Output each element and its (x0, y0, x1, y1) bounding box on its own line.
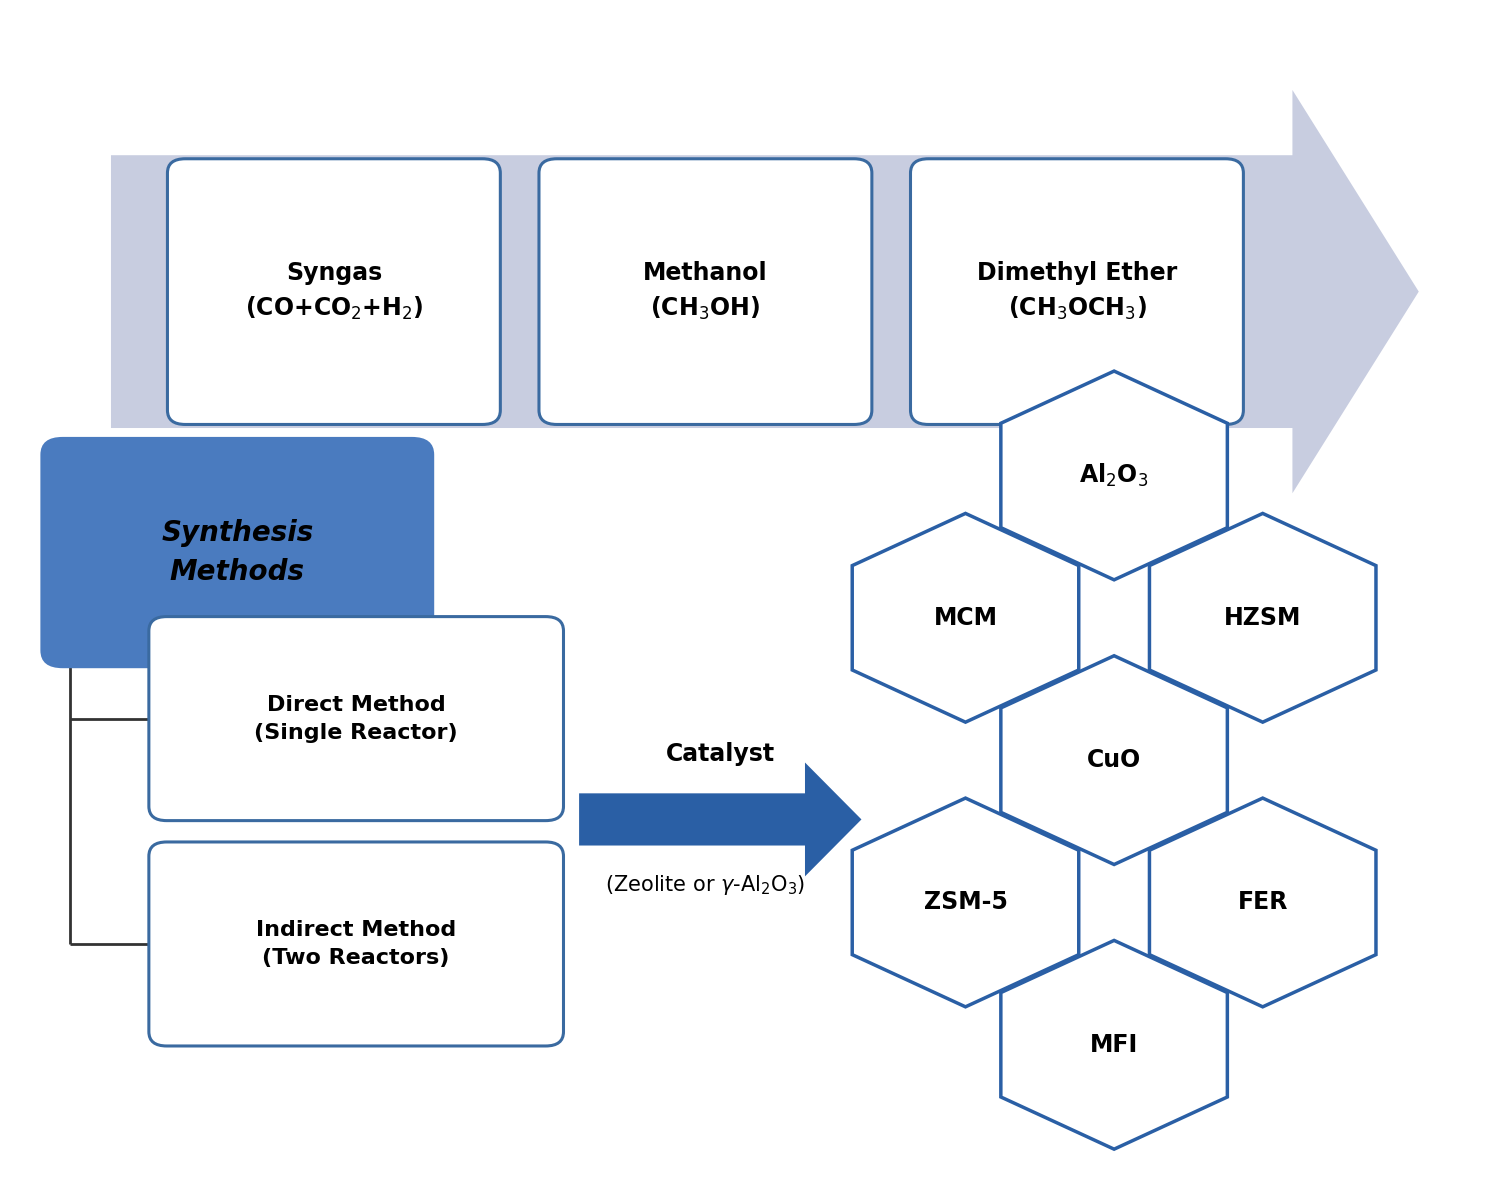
Text: MFI: MFI (1090, 1033, 1138, 1057)
FancyBboxPatch shape (40, 437, 433, 668)
Polygon shape (1149, 798, 1376, 1007)
FancyBboxPatch shape (148, 842, 564, 1046)
Text: (Zeolite or $\gamma$-Al$_2$O$_3$): (Zeolite or $\gamma$-Al$_2$O$_3$) (606, 872, 806, 896)
Text: Syngas
(CO+CO$_2$+H$_2$): Syngas (CO+CO$_2$+H$_2$) (244, 260, 423, 323)
Polygon shape (1000, 941, 1227, 1150)
Text: Synthesis
Methods: Synthesis Methods (160, 520, 314, 586)
FancyBboxPatch shape (148, 617, 564, 821)
Text: ZSM-5: ZSM-5 (924, 890, 1008, 914)
Polygon shape (1000, 655, 1227, 864)
Polygon shape (111, 90, 1419, 493)
Text: MCM: MCM (933, 606, 998, 630)
Text: Dimethyl Ether
(CH$_3$OCH$_3$): Dimethyl Ether (CH$_3$OCH$_3$) (976, 260, 1178, 323)
Text: CuO: CuO (1088, 748, 1142, 772)
Polygon shape (852, 798, 1078, 1007)
Text: FER: FER (1238, 890, 1288, 914)
Text: Al$_2$O$_3$: Al$_2$O$_3$ (1080, 462, 1149, 490)
Polygon shape (852, 514, 1078, 722)
Text: Indirect Method
(Two Reactors): Indirect Method (Two Reactors) (256, 920, 456, 968)
Text: HZSM: HZSM (1224, 606, 1302, 630)
Polygon shape (1149, 514, 1376, 722)
FancyBboxPatch shape (910, 158, 1244, 425)
Polygon shape (1000, 371, 1227, 580)
Text: Direct Method
(Single Reactor): Direct Method (Single Reactor) (255, 695, 458, 743)
Text: Catalyst: Catalyst (666, 742, 776, 766)
FancyBboxPatch shape (538, 158, 872, 425)
Text: Methanol
(CH$_3$OH): Methanol (CH$_3$OH) (644, 260, 768, 323)
Polygon shape (579, 762, 861, 876)
FancyBboxPatch shape (168, 158, 501, 425)
